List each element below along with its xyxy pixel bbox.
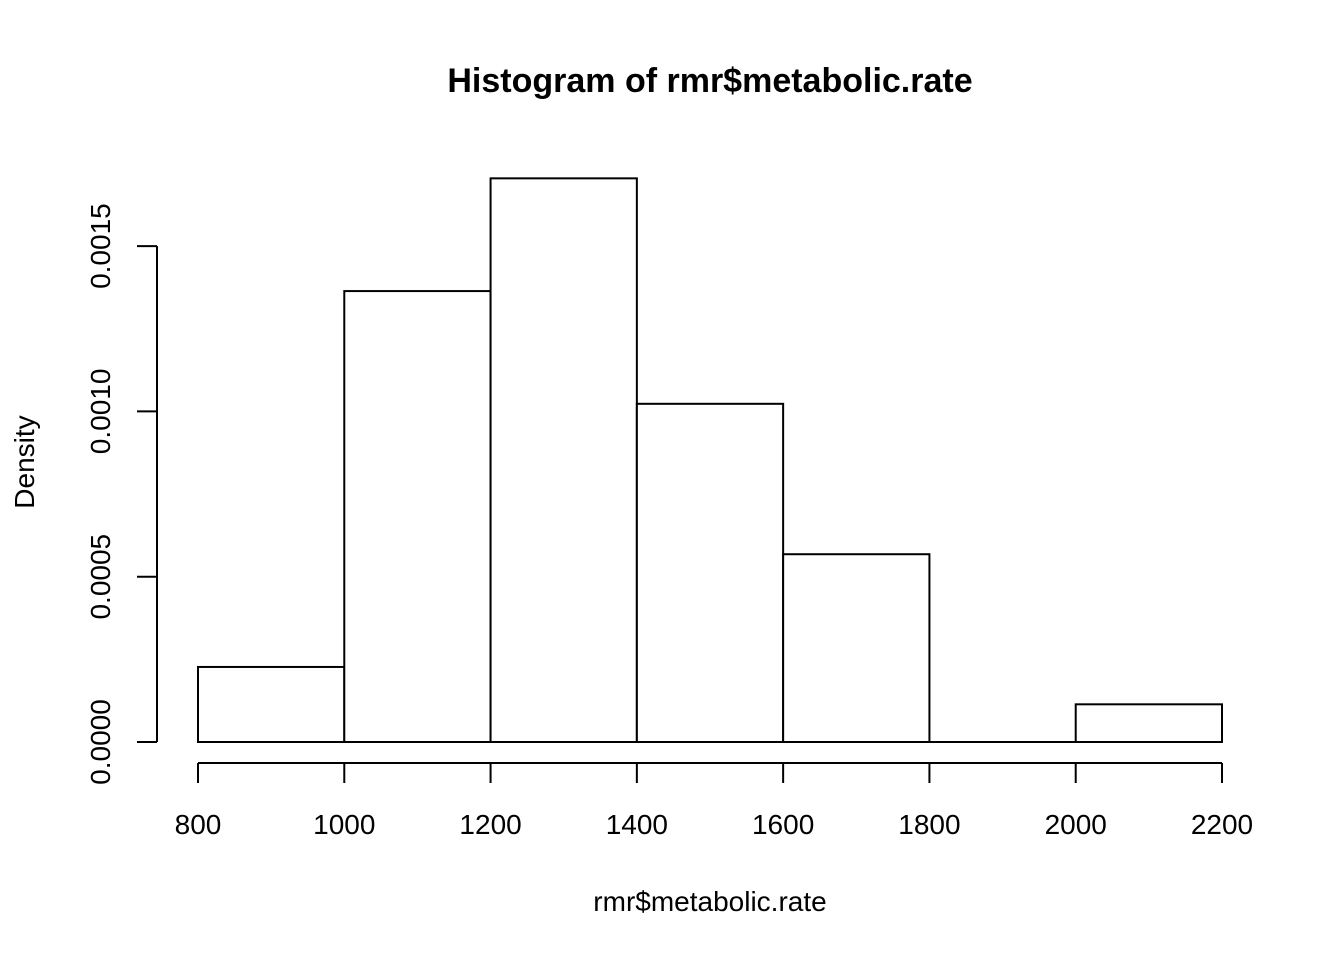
x-tick-label: 1400 bbox=[606, 809, 668, 840]
y-tick-label: 0.0005 bbox=[85, 534, 116, 620]
histogram-bar-4 bbox=[782, 553, 931, 744]
y-tick-label: 0.0010 bbox=[85, 369, 116, 455]
histogram-bar-1 bbox=[343, 290, 492, 743]
chart-title: Histogram of rmr$metabolic.rate bbox=[447, 62, 972, 100]
y-tick-label: 0.0000 bbox=[85, 699, 116, 785]
histogram-bar-0 bbox=[197, 665, 346, 744]
x-axis-label: rmr$metabolic.rate bbox=[593, 886, 826, 917]
x-tick-label: 2000 bbox=[1045, 809, 1107, 840]
y-axis-label: Density bbox=[9, 415, 40, 508]
x-axis: 800 1000 1200 1400 1600 1800 2000 2200 bbox=[175, 762, 1253, 840]
histogram-bar-6 bbox=[1074, 703, 1223, 743]
x-tick-label: 1000 bbox=[313, 809, 375, 840]
y-axis: 0.0000 0.0005 0.0010 0.0015 bbox=[85, 203, 158, 785]
y-tick-label: 0.0015 bbox=[85, 203, 116, 289]
x-tick-label: 1800 bbox=[898, 809, 960, 840]
x-tick-label: 800 bbox=[175, 809, 222, 840]
histogram-bar-2 bbox=[489, 177, 638, 744]
bars-layer bbox=[197, 177, 1223, 744]
histogram-bar-3 bbox=[635, 402, 785, 743]
x-tick-label: 2200 bbox=[1191, 809, 1253, 840]
x-tick-label: 1200 bbox=[459, 809, 521, 840]
x-tick-label: 1600 bbox=[752, 809, 814, 840]
